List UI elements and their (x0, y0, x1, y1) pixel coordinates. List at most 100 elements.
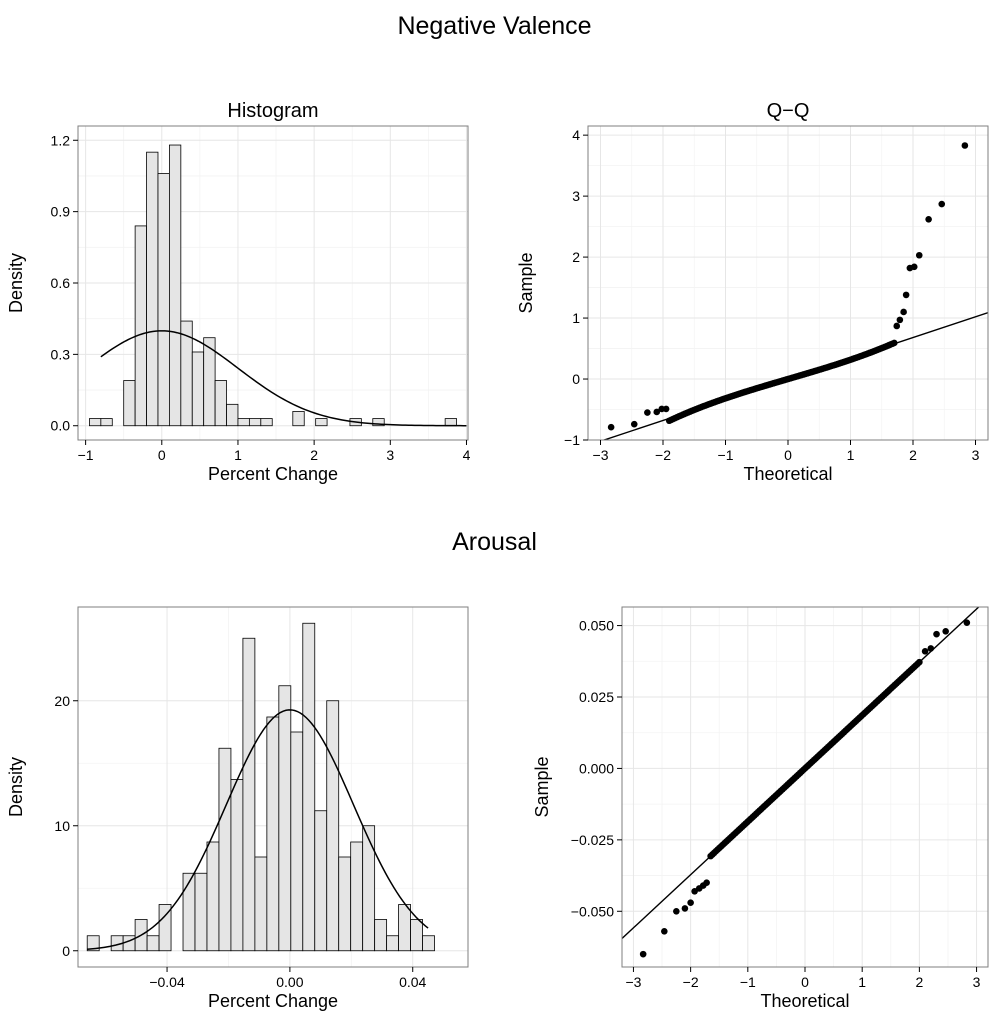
y-axis-label: Sample (516, 252, 536, 313)
x-tick-label: 2 (909, 447, 917, 463)
qq-point (890, 339, 898, 347)
histogram-bar (278, 685, 292, 952)
histogram-bar (292, 411, 305, 427)
x-tick-label: −1 (740, 974, 756, 990)
panel-title: Q−Q (767, 100, 810, 122)
plot-area (622, 607, 980, 958)
y-tick-label: 0.050 (579, 618, 614, 634)
plot-area (89, 144, 467, 427)
x-tick-label: −1 (718, 447, 734, 463)
histogram-bar (86, 935, 100, 952)
plot-area (86, 622, 435, 952)
qq-point (938, 200, 946, 208)
qq-point (927, 645, 935, 652)
qq-point (910, 263, 918, 271)
histogram-bar (214, 380, 227, 427)
y-axis-label: Density (6, 757, 26, 817)
histogram-bar (182, 872, 196, 952)
qq-point (653, 408, 661, 416)
qq-point (933, 630, 940, 638)
x-axis-label: Theoretical (760, 991, 849, 1011)
x-tick-label: −3 (593, 447, 609, 463)
x-tick-label: 1 (234, 447, 242, 463)
x-tick-label: 2 (915, 974, 923, 990)
plot-border (77, 606, 469, 968)
histogram-bar (444, 418, 457, 427)
histogram-bar (134, 225, 147, 427)
histogram-bar (260, 418, 273, 427)
qq-point (916, 658, 923, 666)
histogram-bar (230, 779, 244, 952)
x-tick-label: 1 (858, 974, 866, 990)
y-tick-label: 1 (572, 310, 580, 326)
y-axis-label: Sample (532, 756, 552, 817)
y-tick-label: 0.025 (579, 689, 614, 705)
histogram-bar (226, 403, 239, 427)
y-tick-label: 0.3 (51, 346, 71, 362)
histogram-bar (398, 904, 411, 952)
qq-point (893, 322, 901, 330)
qq-point (942, 627, 949, 635)
qq-point (630, 420, 638, 428)
x-tick-label: 3 (973, 974, 981, 990)
y-tick-label: 0 (62, 943, 70, 959)
y-tick-label: 0.0 (51, 418, 71, 434)
y-tick-label: −1 (564, 432, 580, 448)
histogram-bar (422, 935, 435, 952)
x-tick-label: −1 (78, 447, 94, 463)
qq-point (921, 647, 929, 655)
qq-point (925, 215, 932, 223)
x-tick-label: 0 (158, 447, 166, 463)
histogram-bar (191, 351, 205, 427)
x-tick-label: 0.04 (399, 974, 426, 990)
histogram-bar (290, 731, 304, 952)
histogram-bar (338, 856, 352, 952)
qq-point (902, 291, 910, 299)
chart-panel-3: −0.04 0.00 0.04 0 10 20 Percent Change Density (6, 606, 469, 1011)
histogram-bar (206, 841, 220, 952)
y-tick-label: 3 (572, 188, 580, 204)
qq-point (661, 927, 668, 935)
qq-point (644, 409, 651, 416)
panel-title: Histogram (227, 100, 318, 122)
histogram-bar (374, 919, 388, 952)
y-tick-label: 2 (572, 249, 580, 265)
histogram-bar (326, 700, 340, 952)
histogram-bar (315, 418, 328, 427)
qq-point (673, 907, 680, 915)
histogram-bar (194, 872, 208, 952)
y-axis-label: Density (6, 253, 26, 313)
histogram-bar (372, 418, 385, 427)
qq-point (900, 308, 907, 316)
y-tick-label: 1.2 (51, 132, 71, 148)
histogram-bar (157, 173, 170, 427)
histogram-bar (314, 810, 328, 952)
histogram-bar (169, 144, 182, 427)
histogram-bar (410, 919, 423, 952)
x-tick-label: 2 (310, 447, 318, 463)
qq-point (607, 423, 615, 431)
section-title-negative-valence: Negative Valence (397, 12, 592, 40)
histogram-bar (146, 935, 160, 952)
y-tick-label: 20 (54, 693, 70, 709)
y-tick-label: −0.025 (571, 832, 614, 848)
histogram-bar (266, 716, 280, 952)
x-axis-label: Percent Change (208, 464, 338, 484)
qq-point (963, 619, 971, 627)
y-tick-label: 0.000 (579, 760, 614, 776)
qq-point (961, 142, 969, 149)
histogram-bar (254, 856, 268, 952)
x-tick-label: −2 (683, 974, 699, 990)
y-tick-label: 0 (572, 371, 580, 387)
chart-panel-4: −3 −2 −1 0 1 2 3 −0.050 −0.025 0.000 0.025 0.050 The… (532, 606, 989, 1011)
qq-point (915, 251, 923, 259)
x-axis-label: Percent Change (208, 991, 338, 1011)
histogram-bar (122, 935, 136, 952)
histogram-bar (89, 418, 102, 427)
histogram-bar (237, 418, 250, 427)
qq-point (687, 899, 694, 907)
histogram-bar (158, 904, 172, 952)
x-tick-label: 3 (386, 447, 394, 463)
histogram-bar (218, 747, 232, 952)
